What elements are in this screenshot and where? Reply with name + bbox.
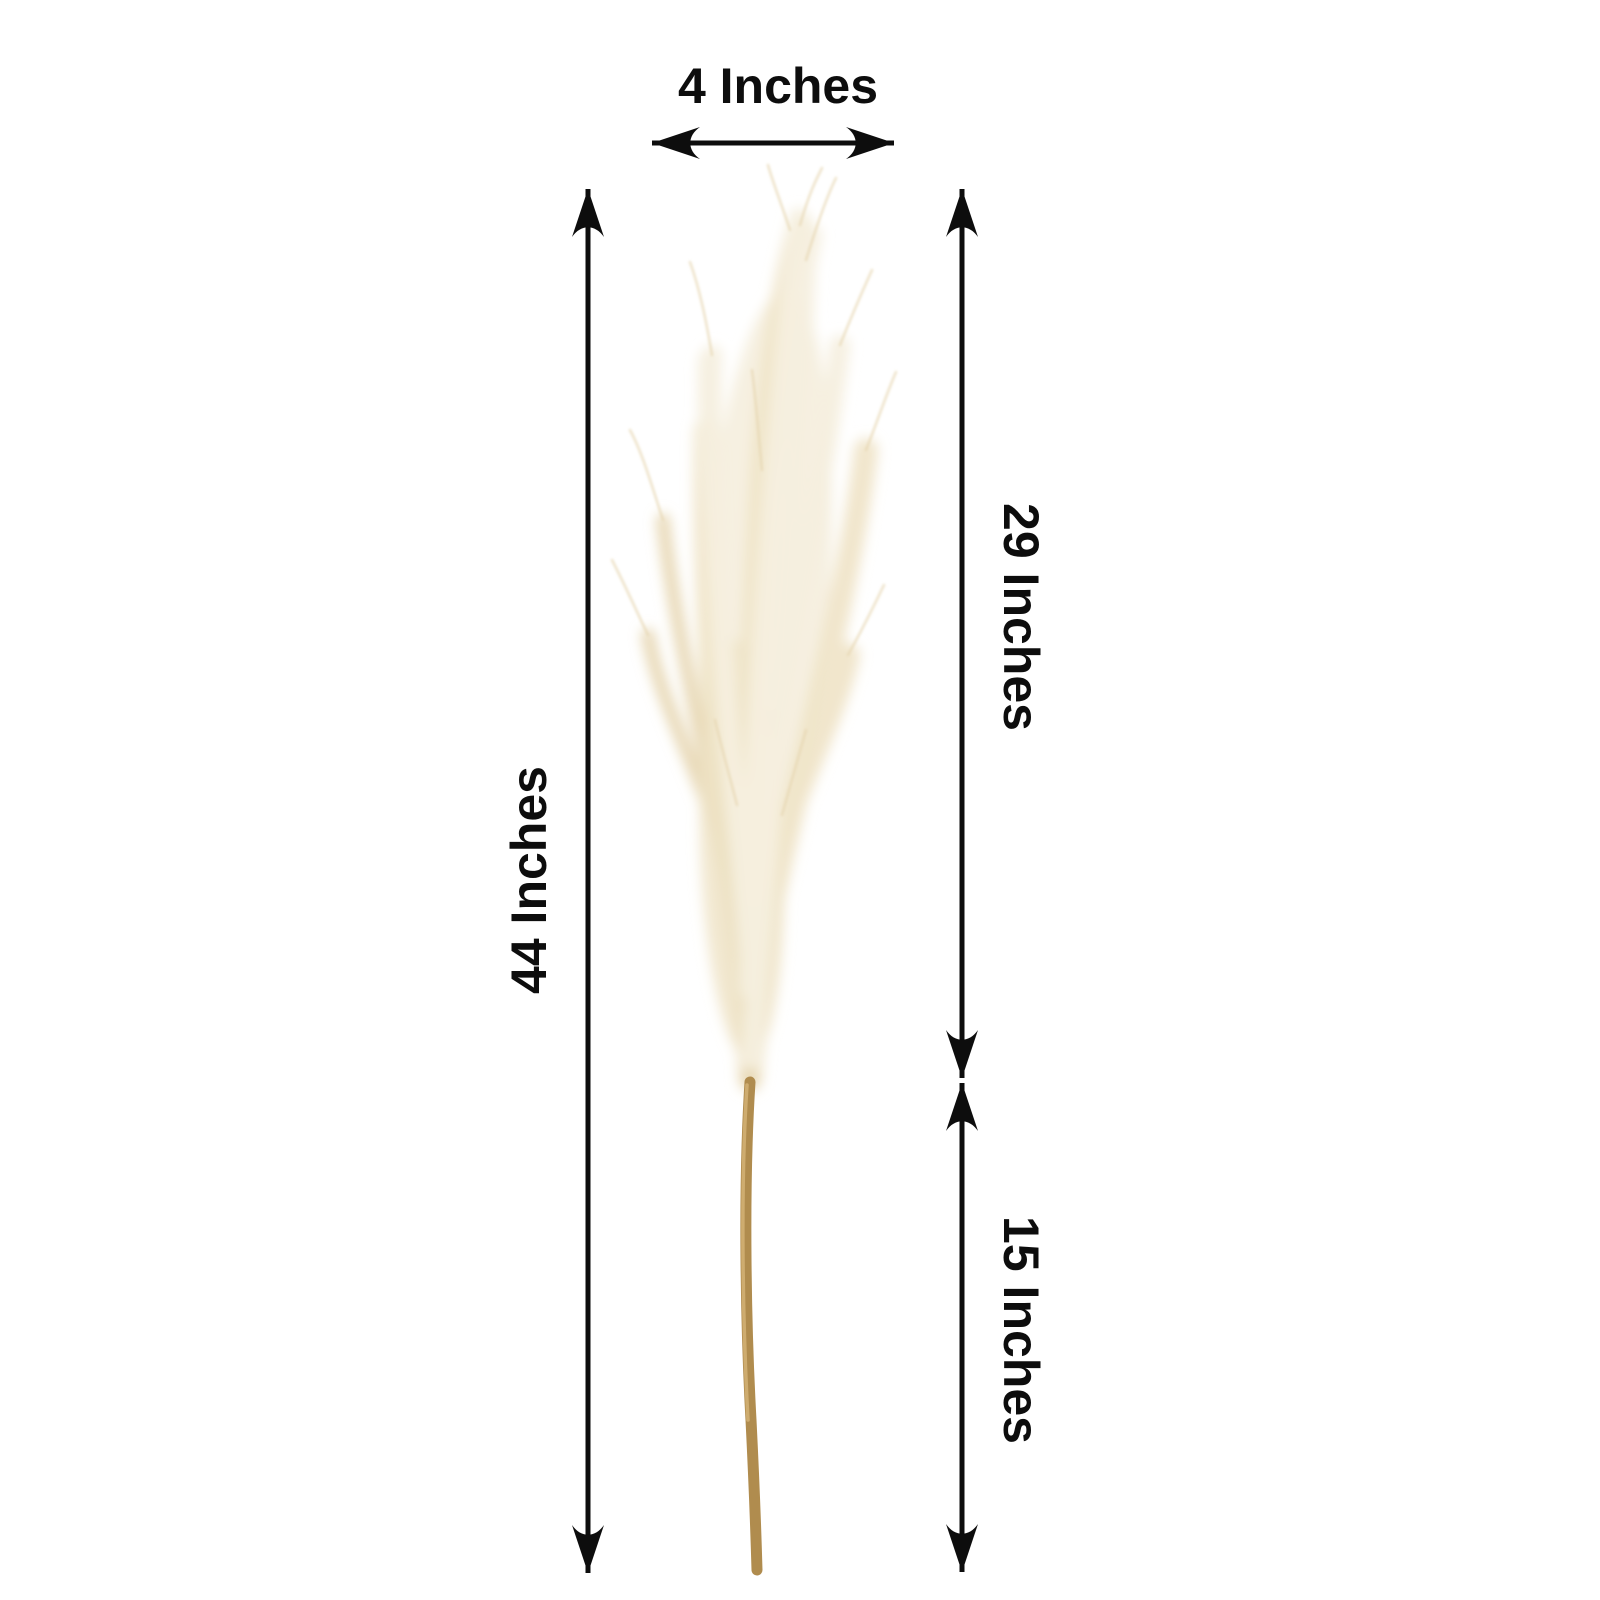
pampas-plume (641, 208, 878, 1092)
plume-frond-shape (697, 208, 850, 1070)
dimension-label-total-height: 44 Inches (501, 766, 557, 994)
pampas-plume-hairs (610, 163, 898, 817)
dimension-label-stem-height: 15 Inches (993, 1216, 1049, 1444)
pampas-stem (740, 1076, 763, 1576)
pampas-grass-image (610, 163, 898, 1576)
plume-hair-strokes (610, 163, 898, 817)
pampas-stem-highlight (741, 1083, 750, 1422)
dimension-label-width: 4 Inches (677, 58, 879, 114)
dimension-label-plume-height: 29 Inches (993, 503, 1049, 731)
